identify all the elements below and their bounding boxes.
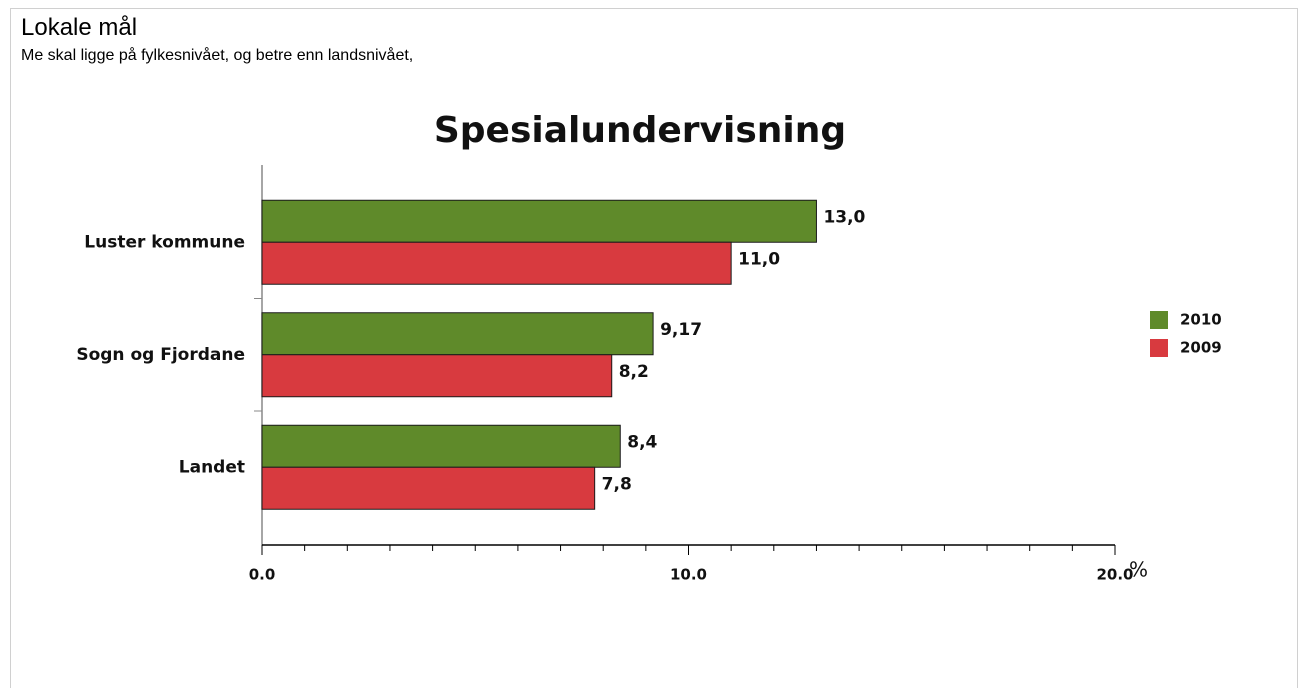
category-label: Luster kommune xyxy=(84,232,245,252)
value-label: 8,2 xyxy=(619,362,649,382)
bar xyxy=(261,354,613,398)
legend-swatch xyxy=(1150,339,1168,357)
legend-swatch xyxy=(1150,311,1168,329)
x-axis-label: % xyxy=(1129,558,1148,582)
bar xyxy=(261,466,596,510)
bar xyxy=(261,424,621,468)
value-label: 7,8 xyxy=(602,474,632,494)
page: Lokale mål Me skal ligge på fylkesnivået… xyxy=(10,8,1298,688)
category-label: Landet xyxy=(179,457,245,477)
page-subtitle: Me skal ligge på fylkesnivået, og betre … xyxy=(21,47,414,64)
value-label: 8,4 xyxy=(627,432,657,452)
bar xyxy=(261,241,732,285)
value-label: 11,0 xyxy=(738,249,780,269)
value-label: 9,17 xyxy=(660,320,702,340)
chart: Spesialundervisning 0.0 10.0 20.0% Luster k… xyxy=(76,110,1222,584)
value-label: 13,0 xyxy=(823,207,865,227)
x-tick-label: 20.0 xyxy=(1096,566,1133,584)
legend-label: 2010 xyxy=(1180,311,1222,329)
bar xyxy=(261,199,817,243)
legend-label: 2009 xyxy=(1180,339,1222,357)
x-tick-label: 0.0 xyxy=(249,566,276,584)
page-title: Lokale mål xyxy=(21,14,138,41)
chart-title: Spesialundervisning xyxy=(434,110,846,151)
content-frame xyxy=(10,8,1298,688)
bar xyxy=(261,312,654,356)
x-tick-label: 10.0 xyxy=(670,566,707,584)
category-label: Sogn og Fjordane xyxy=(76,345,245,365)
